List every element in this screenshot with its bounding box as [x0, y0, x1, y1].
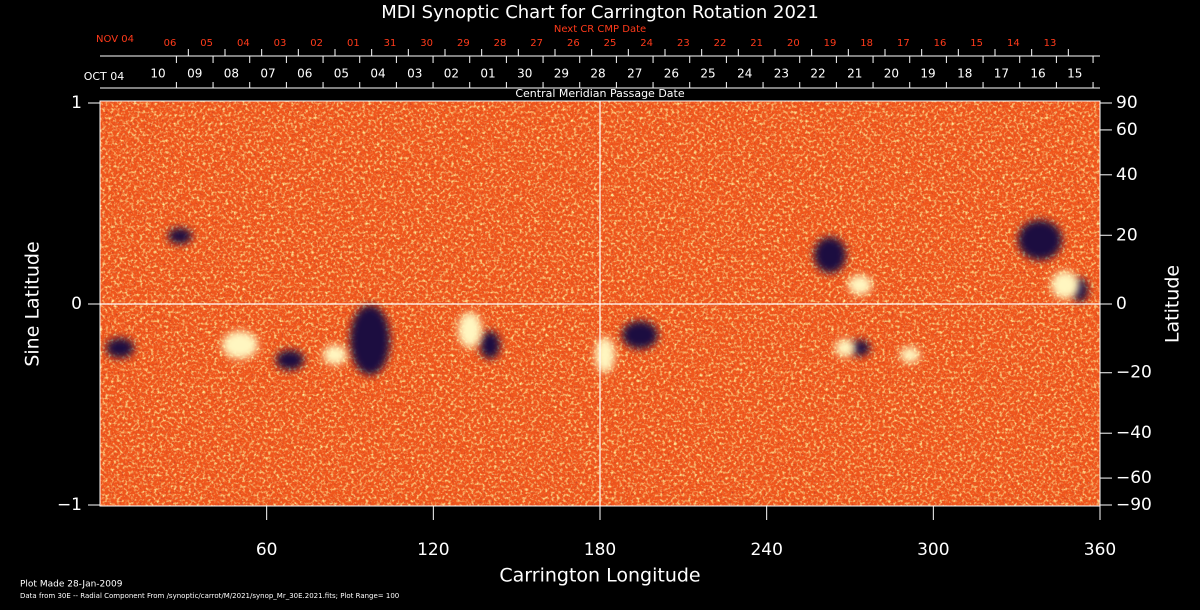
x-tick-label: 360 — [1084, 540, 1116, 560]
x3-tick-label: 03 — [274, 38, 287, 49]
x3-tick-label: 15 — [970, 38, 983, 49]
x3-tick-label: 17 — [897, 38, 910, 49]
x2-tick-label: 27 — [627, 67, 642, 81]
x2-tick-label: 22 — [810, 67, 825, 81]
x2-tick-label: 08 — [224, 67, 239, 81]
footnote: Plot Made 28-Jan-2009 — [20, 580, 123, 590]
x-tick-label: 120 — [417, 540, 449, 560]
x3-tick-label: 28 — [494, 38, 507, 49]
y2-tick-label: −90 — [1116, 495, 1152, 515]
y2-tick-label: 20 — [1116, 225, 1138, 245]
x-tick-label: 60 — [256, 540, 278, 560]
x2-tick-label: 10 — [150, 67, 165, 81]
x-tick-label: 180 — [584, 540, 616, 560]
x2-tick-label: 25 — [700, 67, 715, 81]
y2-tick-label: 40 — [1116, 165, 1138, 185]
x3-tick-label: 02 — [310, 38, 323, 49]
x3-tick-label: 30 — [420, 38, 433, 49]
x2-tick-label: 18 — [957, 67, 972, 81]
x2-tick-label: 28 — [590, 67, 605, 81]
y2-tick-label: 90 — [1116, 93, 1138, 113]
x2-tick-label: 01 — [480, 67, 495, 81]
x3-tick-label: 21 — [750, 38, 763, 49]
x3-tick-label: 20 — [787, 38, 800, 49]
y2-tick-label: 60 — [1116, 120, 1138, 140]
x2-tick-label: 04 — [370, 67, 385, 81]
x2-tick-label: 16 — [1030, 67, 1045, 81]
x2-tick-label: 03 — [407, 67, 422, 81]
x3-tick-label: 25 — [604, 38, 617, 49]
x2-tick-label: 06 — [297, 67, 312, 81]
x2-tick-label: 21 — [847, 67, 862, 81]
x3-tick-label: 14 — [1007, 38, 1020, 49]
x2-tick-label: 07 — [260, 67, 275, 81]
x3-tick-label: 29 — [457, 38, 470, 49]
x2-tick-label: 29 — [554, 67, 569, 81]
y-tick-label: −1 — [57, 495, 82, 515]
x2-tick-label: 26 — [664, 67, 679, 81]
footnote: Data from 30E -- Radial Component From /… — [20, 592, 399, 600]
y2-axis-title: Latitude — [1162, 265, 1184, 343]
x2-tick-label: 02 — [444, 67, 459, 81]
next-cmp-start: NOV 04 — [96, 34, 134, 45]
x2-tick-label: 19 — [920, 67, 935, 81]
cmp-start: OCT 04 — [84, 70, 125, 83]
x3-tick-label: 04 — [237, 38, 250, 49]
next-cmp-label: Next CR CMP Date — [554, 24, 646, 35]
x3-tick-label: 26 — [567, 38, 580, 49]
x-tick-label: 300 — [917, 540, 949, 560]
x3-tick-label: 05 — [200, 38, 213, 49]
x2-tick-label: 23 — [774, 67, 789, 81]
x3-tick-label: 24 — [640, 38, 653, 49]
x3-tick-label: 31 — [384, 38, 397, 49]
y-axis-title: Sine Latitude — [22, 241, 44, 366]
x3-tick-label: 23 — [677, 38, 690, 49]
x2-tick-label: 15 — [1067, 67, 1082, 81]
x3-tick-label: 13 — [1044, 38, 1057, 49]
x-tick-label: 240 — [750, 540, 782, 560]
x2-tick-label: 30 — [517, 67, 532, 81]
y2-tick-label: −60 — [1116, 468, 1152, 488]
x3-tick-label: 19 — [824, 38, 837, 49]
x3-tick-label: 16 — [934, 38, 947, 49]
cmp-label: Central Meridian Passage Date — [515, 87, 684, 100]
x3-tick-label: 06 — [164, 38, 177, 49]
x2-tick-label: 24 — [737, 67, 752, 81]
y2-tick-label: −20 — [1116, 363, 1152, 383]
y-tick-label: 0 — [71, 294, 82, 314]
x3-tick-label: 22 — [714, 38, 727, 49]
x3-tick-label: 18 — [860, 38, 873, 49]
x2-tick-label: 17 — [994, 67, 1009, 81]
x2-tick-label: 05 — [334, 67, 349, 81]
chart-title: MDI Synoptic Chart for Carrington Rotati… — [381, 2, 819, 23]
x3-tick-label: 01 — [347, 38, 360, 49]
x-axis-title: Carrington Longitude — [499, 565, 700, 587]
x3-tick-label: 27 — [530, 38, 543, 49]
y2-tick-label: −40 — [1116, 423, 1152, 443]
x2-tick-label: 09 — [187, 67, 202, 81]
y-tick-label: 1 — [71, 93, 82, 113]
y2-tick-label: 0 — [1116, 294, 1127, 314]
x2-tick-label: 20 — [884, 67, 899, 81]
